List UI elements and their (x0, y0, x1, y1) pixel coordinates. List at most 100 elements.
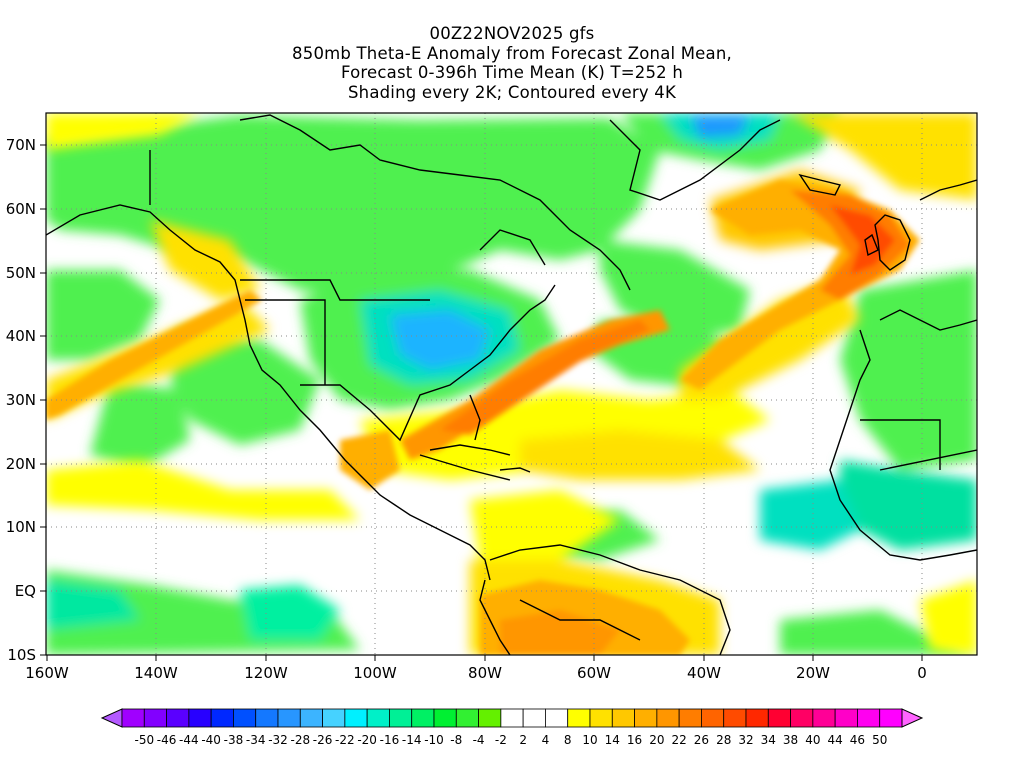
colorbar-label: -40 (201, 733, 221, 747)
lat-label: 70N (6, 136, 36, 154)
plot-title: 00Z22NOV2025 gfs 850mb Theta-E Anomaly f… (0, 24, 1024, 102)
colorbar-cell (745, 708, 769, 728)
colorbar-cell (879, 708, 903, 728)
colorbar-cell (277, 708, 301, 728)
colorbar-cell (545, 708, 569, 728)
colorbar-label: -10 (424, 733, 444, 747)
title-line-3: Forecast 0-396h Time Mean (K) T=252 h (341, 63, 683, 82)
colorbar-label: 40 (805, 733, 820, 747)
colorbar-cell (500, 708, 524, 728)
lon-label: 60W (577, 664, 611, 682)
colorbar-label: -14 (402, 733, 422, 747)
lat-label: 30N (6, 391, 36, 409)
colorbar-label: 16 (627, 733, 642, 747)
colorbar-cell (812, 708, 836, 728)
title-line-4: Shading every 2K; Contoured every 4K (347, 82, 677, 102)
colorbar-cell (299, 708, 323, 728)
colorbar-high-arrow (901, 708, 924, 728)
colorbar-label: 44 (827, 733, 842, 747)
lat-label: 10S (7, 646, 36, 664)
colorbar-cell (790, 708, 814, 728)
colorbar-label: 20 (649, 733, 664, 747)
lon-label: 100W (353, 664, 397, 682)
colorbar-label: 2 (519, 733, 527, 747)
colorbar-label: -28 (290, 733, 310, 747)
colorbar-cell (634, 708, 658, 728)
lon-label: 160W (25, 664, 69, 682)
lon-label: 120W (244, 664, 288, 682)
colorbar-cell (678, 708, 702, 728)
colorbar-label: 28 (716, 733, 731, 747)
colorbar-cell (656, 708, 680, 728)
colorbar-cell (233, 708, 257, 728)
lat-label: EQ (15, 582, 36, 600)
map-frame (45, 112, 978, 656)
colorbar-cell (210, 708, 234, 728)
colorbar-label: -4 (473, 733, 485, 747)
colorbar-label: -20 (357, 733, 377, 747)
lon-ticks (46, 655, 923, 661)
anomaly-shading (46, 113, 977, 655)
colorbar-label: 38 (783, 733, 798, 747)
lon-label: 20W (796, 664, 830, 682)
colorbar-cell (567, 708, 591, 728)
title-line-2: 850mb Theta-E Anomaly from Forecast Zona… (292, 43, 732, 63)
colorbar-label: 4 (542, 733, 550, 747)
lat-label: 50N (6, 264, 36, 282)
colorbar-label: 8 (564, 733, 572, 747)
coastlines (46, 114, 977, 655)
lat-label: 60N (6, 200, 36, 218)
colorbar-cell (723, 708, 747, 728)
colorbar-low-arrow (100, 708, 123, 728)
colorbar-cell (478, 708, 502, 728)
colorbar-cell (767, 708, 791, 728)
colorbar-label: -26 (313, 733, 333, 747)
lat-ticks (40, 144, 46, 656)
lon-label: 0 (917, 664, 927, 682)
title-line-1: 00Z22NOV2025 gfs (429, 24, 595, 43)
lon-label: 80W (468, 664, 502, 682)
colorbar-label: 22 (671, 733, 686, 747)
colorbar-cell (322, 708, 346, 728)
colorbar-label: -16 (380, 733, 400, 747)
colorbar-cell (188, 708, 212, 728)
colorbar-label: 34 (761, 733, 776, 747)
colorbar-cell (121, 708, 145, 728)
colorbar-cell (834, 708, 858, 728)
colorbar-label: 46 (850, 733, 865, 747)
colorbar-cell (522, 708, 546, 728)
colorbar-cell (701, 708, 725, 728)
lat-label: 40N (6, 327, 36, 345)
colorbar-cell (344, 708, 368, 728)
colorbar-cell (166, 708, 190, 728)
colorbar-label: -8 (450, 733, 462, 747)
colorbar-cell (611, 708, 635, 728)
colorbar-label: -44 (179, 733, 199, 747)
colorbar-label: 14 (605, 733, 620, 747)
colorbar-label: 32 (738, 733, 753, 747)
colorbar-label: -2 (495, 733, 507, 747)
lon-labels: 160W 140W 120W 100W 80W 60W 40W 20W 0 (25, 664, 927, 682)
colorbar-cell (389, 708, 413, 728)
lat-labels: 70N 60N 50N 40N 30N 20N 10N EQ 10S (6, 136, 36, 664)
colorbar-label: 26 (694, 733, 709, 747)
colorbar-cell (433, 708, 457, 728)
lat-label: 10N (6, 518, 36, 536)
colorbar-label: -34 (246, 733, 266, 747)
colorbar-label: 10 (582, 733, 597, 747)
colorbar-label: -46 (157, 733, 177, 747)
colorbar-cell (255, 708, 279, 728)
colorbar-label: -38 (224, 733, 244, 747)
lat-label: 20N (6, 455, 36, 473)
colorbar-cell (143, 708, 167, 728)
colorbar-label: -22 (335, 733, 355, 747)
lon-label: 40W (687, 664, 721, 682)
colorbar-label: -50 (134, 733, 154, 747)
colorbar-cell (589, 708, 613, 728)
colorbar-cell (857, 708, 881, 728)
colorbar: -50 -46 -44 -40 -38 -34 -32 -28 -26 -22 -20 -16 -14-… (100, 708, 924, 747)
graticule (46, 113, 977, 655)
colorbar-cell (455, 708, 479, 728)
colorbar-label: 50 (872, 733, 887, 747)
